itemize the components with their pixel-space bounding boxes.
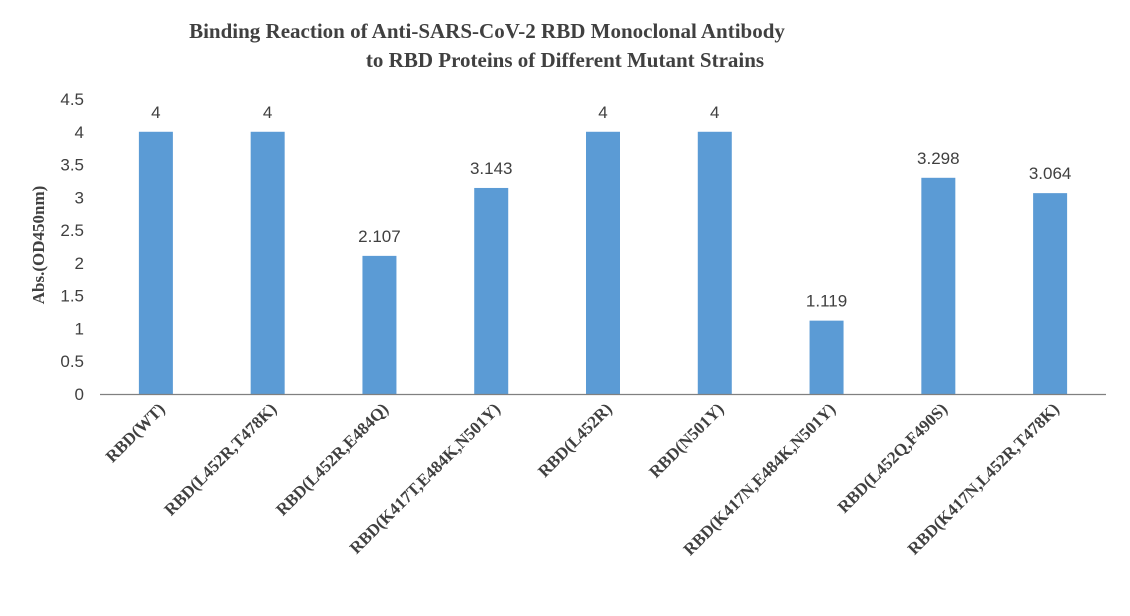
bar: [697, 131, 732, 394]
bar: [921, 177, 956, 394]
data-label: 3.143: [470, 159, 513, 178]
y-axis-ticks: 0 0.5 1 1.5 2 2.5 3 3.5 4 4.5: [60, 90, 84, 404]
y-tick-label: 4: [75, 123, 84, 142]
data-label: 4: [598, 103, 607, 122]
x-tick-label: RBD(L452R): [534, 399, 616, 481]
y-tick-label: 3: [75, 188, 84, 207]
y-tick-label: 4.5: [60, 90, 84, 109]
y-tick-label: 1: [75, 319, 84, 338]
x-tick-label: RBD(L452R,E484Q): [272, 399, 392, 519]
x-tick-label: RBD(L452Q,F490S): [834, 399, 951, 516]
bars-group: [138, 131, 1068, 394]
data-label: 4: [710, 103, 719, 122]
chart-title-line-1: Binding Reaction of Anti-SARS-CoV-2 RBD …: [189, 19, 785, 43]
data-label: 2.107: [358, 227, 401, 246]
data-label: 4: [151, 103, 160, 122]
bar: [250, 131, 285, 394]
x-tick-label: RBD(WT): [102, 399, 169, 466]
bar: [362, 255, 397, 394]
x-tick-label: RBD(N501Y): [645, 399, 727, 481]
data-label: 1.119: [806, 292, 847, 311]
data-labels-group: 4 4 2.107 3.143 4 4 1.119 3.298 3.064: [151, 103, 1071, 311]
bar: [586, 131, 620, 394]
y-tick-label: 0: [75, 385, 84, 404]
x-axis-labels: RBD(WT)RBD(L452R,T478K)RBD(L452R,E484Q) R…: [102, 399, 1063, 559]
y-tick-label: 2: [75, 254, 84, 273]
y-tick-label: 0.5: [60, 352, 84, 371]
bar: [474, 187, 509, 394]
y-tick-label: 1.5: [60, 287, 84, 306]
chart-title-line-2: to RBD Proteins of Different Mutant Stra…: [366, 48, 764, 72]
data-label: 3.298: [917, 149, 960, 168]
data-label: 4: [263, 103, 272, 122]
y-tick-label: 2.5: [60, 221, 84, 240]
data-label: 3.064: [1029, 164, 1072, 183]
bar: [1033, 193, 1068, 394]
y-axis-label: Abs.(OD450nm): [29, 186, 48, 305]
bar: [809, 320, 844, 394]
bar: [138, 131, 173, 394]
x-tick-label: RBD(L452R,T478K): [161, 399, 281, 519]
y-tick-label: 3.5: [60, 156, 84, 175]
